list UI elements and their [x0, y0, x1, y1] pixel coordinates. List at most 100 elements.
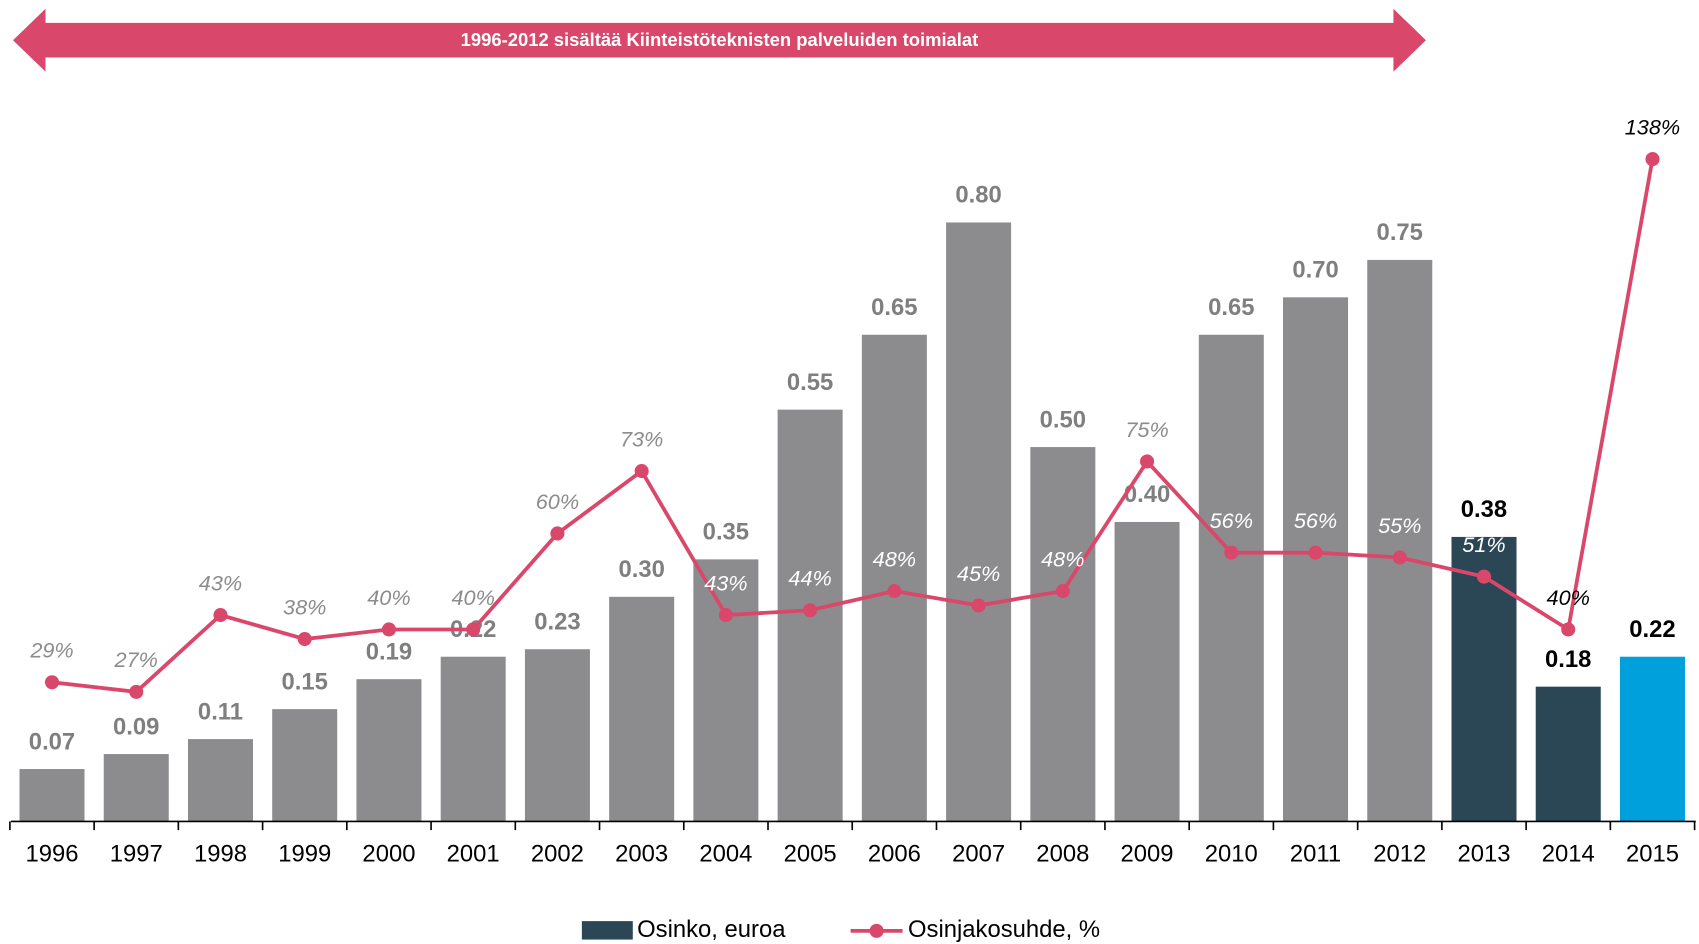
line-point [1308, 545, 1323, 560]
line-point [550, 526, 565, 541]
x-tick-label: 1998 [194, 840, 247, 867]
bar-value-label: 0.80 [955, 182, 1001, 209]
line-point [1392, 550, 1407, 565]
x-tick-label: 2006 [868, 840, 921, 867]
bar-value-label: 0.07 [29, 728, 75, 755]
line-point [1476, 569, 1492, 584]
line-point [1055, 584, 1070, 599]
bar-value-label: 0.75 [1377, 219, 1423, 246]
bar [19, 769, 85, 822]
line-value-label: 48% [873, 546, 916, 571]
x-tick-label: 2010 [1205, 840, 1258, 867]
bar-value-label: 0.11 [198, 698, 243, 725]
legend-swatch [581, 921, 633, 940]
line-point [718, 608, 733, 623]
bar [1030, 447, 1096, 822]
x-tick-label: 2001 [447, 840, 500, 867]
x-tick-label: 2009 [1121, 840, 1174, 867]
bar-value-label: 0.30 [618, 556, 664, 583]
x-tick-label: 2011 [1290, 840, 1341, 867]
x-tick-label: 1996 [26, 840, 79, 867]
bar-value-label: 0.22 [1629, 616, 1675, 643]
line-point [1645, 152, 1660, 167]
bar [187, 739, 253, 822]
bar-value-label: 0.50 [1040, 406, 1086, 433]
line-value-label: 40% [452, 585, 495, 610]
x-tick-label: 2012 [1373, 840, 1426, 867]
x-tick-label: 2007 [952, 840, 1005, 867]
bar [693, 559, 759, 822]
bar [103, 754, 169, 822]
line-value-label: 45% [957, 561, 1000, 586]
x-tick-label: 2008 [1036, 840, 1089, 867]
bar [609, 596, 675, 822]
bar [1367, 259, 1433, 822]
x-tick-label: 2000 [362, 840, 415, 867]
line-value-label: 48% [1041, 546, 1084, 571]
bar [356, 679, 422, 822]
line-point [634, 464, 649, 479]
bar-value-label: 0.19 [366, 638, 412, 665]
line-value-label: 60% [536, 489, 579, 514]
bar-value-label: 0.15 [282, 668, 328, 695]
bar [1451, 536, 1517, 822]
x-tick-label: 2013 [1457, 840, 1510, 867]
line-point [381, 622, 396, 637]
bar [1198, 334, 1264, 822]
line-point [1224, 545, 1239, 560]
line-value-label: 43% [199, 570, 242, 595]
bar [272, 709, 338, 822]
line-point [44, 675, 60, 690]
bar [946, 222, 1012, 822]
x-tick-label: 2014 [1542, 840, 1595, 867]
bar-value-label: 0.38 [1461, 496, 1507, 523]
bar [524, 649, 590, 822]
line-value-label: 29% [29, 638, 73, 663]
line-point [803, 603, 818, 618]
bar-value-label: 0.23 [534, 609, 580, 636]
legend-label: Osinko, euroa [637, 916, 786, 943]
line-point [971, 598, 986, 613]
x-tick-label: 2003 [615, 840, 668, 867]
line-point [1561, 622, 1576, 637]
line-value-label: 40% [367, 585, 410, 610]
bar-value-label: 0.35 [703, 519, 749, 546]
annotation-arrow [13, 8, 1426, 72]
line-value-label: 138% [1625, 114, 1680, 139]
bar [861, 334, 927, 822]
line-point [129, 684, 144, 699]
bar-value-label: 0.70 [1292, 257, 1338, 284]
line-point [466, 622, 481, 637]
line [51, 158, 1655, 694]
x-tick-label: 2002 [531, 840, 584, 867]
bar [1535, 686, 1601, 822]
line-value-label: 44% [788, 566, 831, 591]
line-value-label: 73% [620, 426, 663, 451]
bar-value-label: 0.65 [871, 294, 917, 321]
line-value-label: 40% [1547, 585, 1590, 610]
x-tick-label: 2005 [784, 840, 837, 867]
line-value-label: 38% [283, 594, 326, 619]
line-value-label: 55% [1378, 513, 1421, 538]
bar-value-label: 0.65 [1208, 294, 1254, 321]
line-value-label: 43% [704, 570, 747, 595]
x-tick-label: 2015 [1626, 840, 1679, 867]
x-tick-label: 1997 [110, 840, 163, 867]
line-value-label: 56% [1294, 508, 1337, 533]
bar-value-label: 0.55 [787, 369, 833, 396]
bar [440, 656, 506, 822]
bar-value-label: 0.09 [113, 713, 159, 740]
bar [1619, 656, 1685, 822]
line-point [1140, 454, 1155, 469]
bar [1114, 521, 1180, 822]
line-value-label: 75% [1125, 417, 1168, 442]
x-tick-label: 1999 [278, 840, 331, 867]
legend-label: Osinjakosuhde, % [908, 916, 1100, 943]
x-tick-label: 2004 [699, 840, 752, 867]
line-point [213, 608, 228, 623]
line-point [887, 584, 902, 599]
line-value-label: 56% [1210, 508, 1253, 533]
legend-swatch [869, 923, 884, 938]
